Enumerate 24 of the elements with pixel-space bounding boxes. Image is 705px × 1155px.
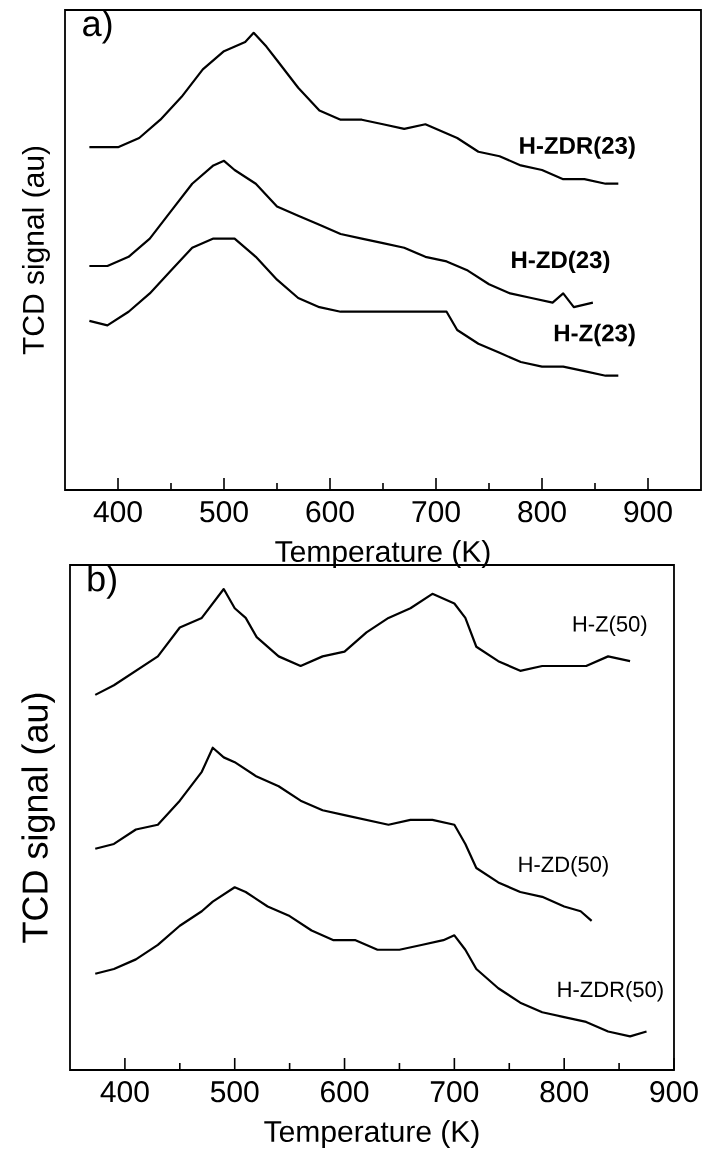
series-label: H-Z(50) [573,615,647,636]
series-label: H-ZDR(23) [520,136,635,159]
series-label: H-ZDR(50) [558,981,663,1002]
y-axis-title: TCD signal (au) [21,693,55,943]
x-tick-label: 900 [650,1081,698,1103]
y-axis-title: TCD signal (au) [21,146,50,355]
series-label: H-ZD(50) [519,855,608,877]
x-tick-label: 500 [200,501,248,523]
x-tick-label: 600 [306,501,354,523]
x-tick-label: 700 [412,501,460,523]
x-tick-label: 400 [93,501,142,523]
x-tick-label: 700 [430,1081,479,1103]
x-axis-title: Temperature (K) [275,540,490,568]
x-tick-label: 500 [210,1081,259,1103]
x-axis-title: Temperature (K) [264,1120,479,1148]
x-tick-label: 800 [540,1081,589,1103]
series-label: H-Z(23) [554,323,635,347]
x-tick-label: 800 [518,501,566,523]
chart-title: b) [88,565,116,599]
x-tick-label: 400 [100,1081,149,1103]
chart-title: a) [83,9,112,44]
x-tick-label: 900 [624,501,672,523]
x-tick-label: 600 [321,1081,369,1103]
series-label: H-ZD(23) [512,250,610,274]
